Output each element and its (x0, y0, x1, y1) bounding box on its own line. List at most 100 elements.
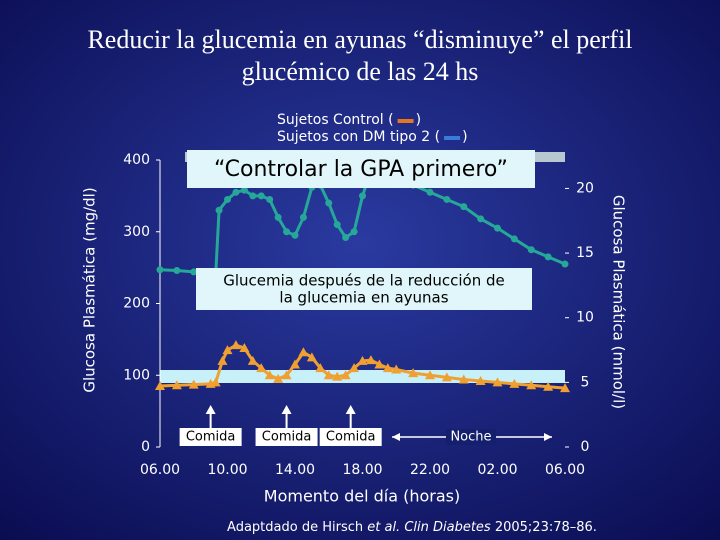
point (217, 355, 228, 365)
source-part: Adaptdado de Hirsch (227, 520, 367, 535)
point (240, 186, 248, 194)
meal-box (179, 428, 242, 446)
point (298, 347, 309, 357)
point (273, 373, 284, 383)
normal-band (160, 370, 565, 383)
point (224, 195, 231, 203)
x-tick-label: 06.00 (545, 462, 585, 478)
y2-tick-label: 5 (581, 374, 590, 390)
y2-tick-label: 10 (576, 310, 594, 326)
point (408, 368, 419, 378)
x-axis-label: Momento del día (horas) (264, 487, 460, 506)
y2-tick-label: 0 (581, 439, 590, 455)
point (281, 370, 292, 380)
point (156, 266, 164, 274)
point (342, 233, 350, 241)
night-box (446, 429, 496, 445)
point (232, 188, 240, 196)
meal-label: Comida (262, 430, 312, 445)
point (171, 380, 182, 390)
point (190, 268, 198, 276)
point (332, 371, 343, 381)
x-tick-label: 10.00 (207, 462, 247, 478)
chart: Reducir la glucemia en ayunas “disminuye… (81, 25, 633, 535)
point (460, 203, 468, 211)
point (274, 213, 282, 221)
point (215, 206, 223, 214)
x-tick-label: 22.00 (410, 462, 450, 478)
x-tick-label: 14.00 (275, 462, 315, 478)
x-tick-label: 06.00 (140, 462, 180, 478)
point (325, 199, 333, 207)
point (247, 355, 258, 365)
point (526, 380, 537, 390)
point (359, 192, 366, 200)
point (290, 359, 300, 369)
y-tick-label: 300 (123, 224, 150, 240)
point (544, 253, 552, 261)
meal-label: Comida (186, 430, 236, 445)
legend-close: ) (416, 112, 421, 128)
point (315, 363, 326, 373)
y-tick-label: 400 (123, 152, 150, 168)
source: Adaptdado de Hirsch et al. Clin Diabetes… (227, 520, 597, 535)
point (306, 352, 317, 362)
point (264, 370, 275, 380)
annotation: Glucemia después de la reducción de (223, 272, 505, 290)
night-label: Noche (450, 430, 491, 445)
point (458, 374, 469, 384)
source-part: 2005;23:78–86. (491, 520, 597, 535)
point (477, 215, 485, 223)
point (299, 213, 307, 221)
meal-box (319, 428, 382, 446)
point (441, 372, 452, 382)
point (266, 195, 274, 203)
y2-tick-label: 15 (576, 245, 594, 261)
title: Reducir la glucemia en ayunas “disminuye… (87, 25, 632, 54)
annotation: la glucemia en ayunas (279, 289, 448, 307)
point (291, 231, 299, 239)
point (283, 228, 291, 236)
point (155, 381, 165, 391)
meal-box (255, 428, 318, 446)
point (333, 221, 341, 229)
y-tick-label: 200 (123, 296, 150, 312)
point (426, 188, 434, 196)
y-tick-label: 0 (141, 439, 150, 455)
annotation: “Controlar la GPA primero” (214, 157, 508, 182)
annotation-box (187, 150, 535, 188)
point (230, 340, 241, 350)
y2-axis-label: Glucosa Plasmática (mmol/l) (610, 195, 628, 409)
x-tick-label: 18.00 (342, 462, 382, 478)
point (256, 363, 267, 373)
point (543, 381, 554, 391)
legend-label: Sujetos Control ( (277, 112, 394, 128)
point (222, 345, 233, 355)
x-tick-label: 02.00 (477, 462, 517, 478)
point (340, 370, 351, 380)
point (350, 228, 358, 236)
point (374, 359, 385, 369)
point (510, 235, 518, 243)
point (188, 379, 199, 389)
meal-label: Comida (326, 430, 376, 445)
annotation-box (196, 268, 532, 310)
point (492, 377, 503, 387)
point (349, 363, 360, 373)
point (365, 355, 376, 365)
point (560, 383, 570, 393)
point (210, 377, 221, 387)
point (425, 370, 435, 380)
meal-arrowhead (205, 405, 216, 414)
meal-arrowhead (345, 405, 356, 414)
point (357, 355, 368, 365)
point (475, 375, 486, 385)
point (494, 224, 501, 232)
meal-arrowhead (281, 405, 292, 414)
legend-close: ) (462, 129, 467, 145)
y-axis-label: Glucosa Plasmática (mg/dl) (81, 187, 99, 392)
point (257, 192, 265, 200)
y-tick-label: 100 (123, 367, 150, 383)
point (509, 378, 520, 388)
